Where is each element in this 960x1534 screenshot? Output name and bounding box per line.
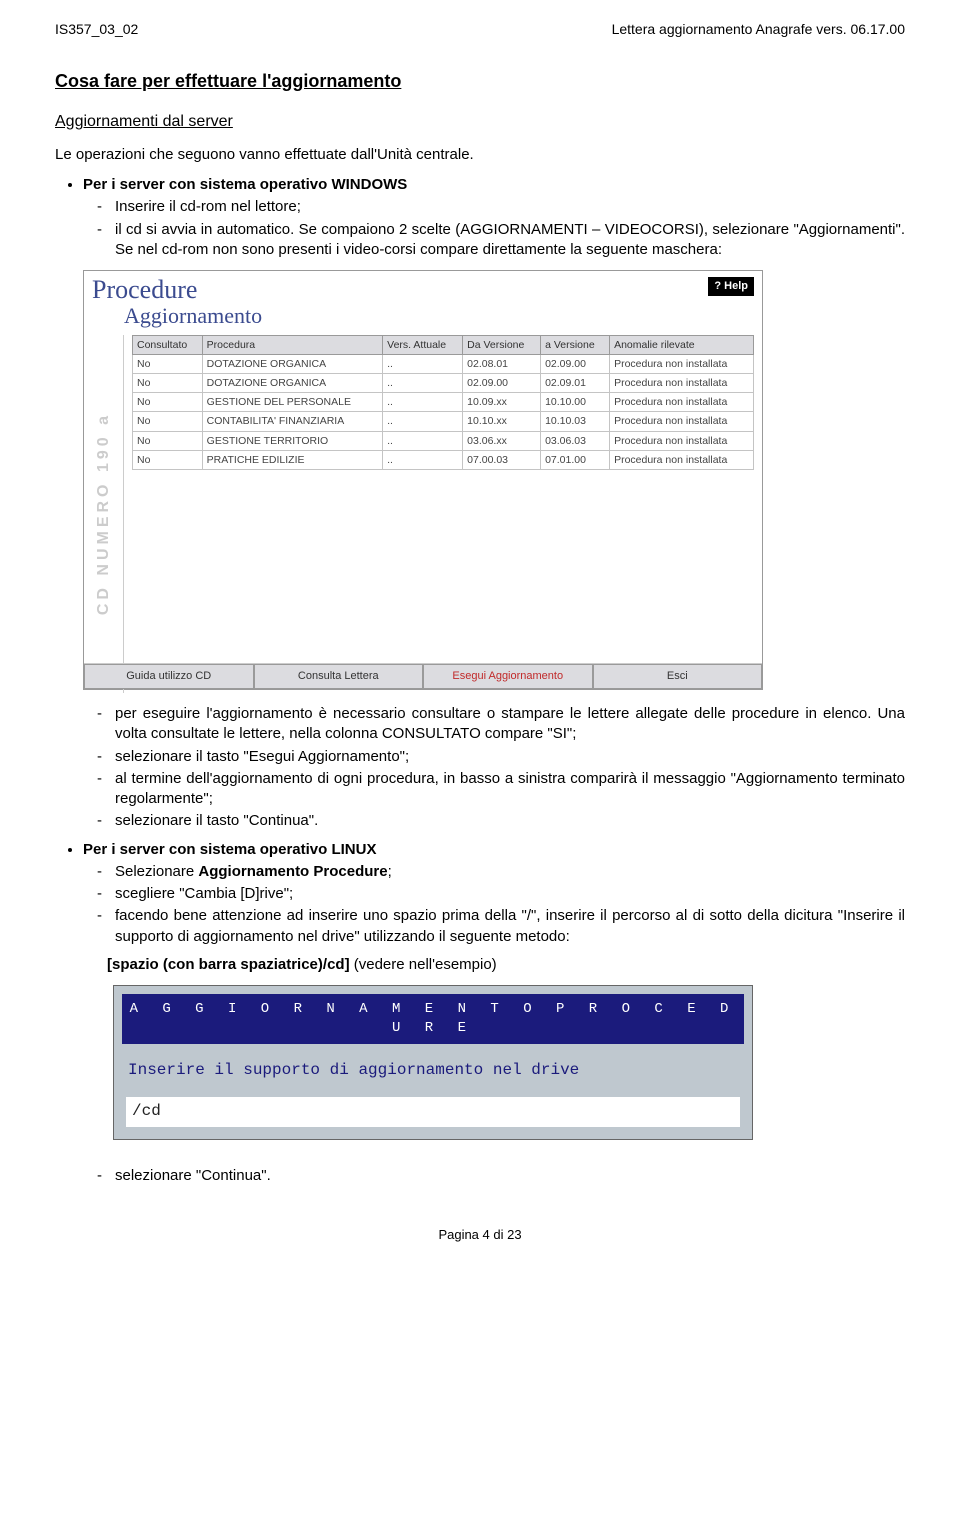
table-row[interactable]: NoDOTAZIONE ORGANICA..02.08.0102.09.00Pr… bbox=[133, 354, 754, 373]
after-dash-1: per eseguire l'aggiornamento è necessari… bbox=[97, 704, 905, 745]
bullet-windows: Per i server con sistema operativo WINDO… bbox=[83, 175, 905, 260]
linux-cmd-line: [spazio (con barra spaziatrice)/cd] (ved… bbox=[55, 955, 905, 975]
table-row[interactable]: NoDOTAZIONE ORGANICA..02.09.0002.09.01Pr… bbox=[133, 374, 754, 393]
table-cell: 10.10.00 bbox=[541, 393, 610, 412]
table-cell: No bbox=[133, 450, 203, 469]
table-cell: No bbox=[133, 431, 203, 450]
table-cell: 10.09.xx bbox=[463, 393, 541, 412]
footer-consult-button[interactable]: Consulta Lettera bbox=[254, 664, 424, 689]
windows-dash-1: Inserire il cd-rom nel lettore; bbox=[97, 197, 905, 217]
table-cell: No bbox=[133, 354, 203, 373]
footer-exit-button[interactable]: Esci bbox=[593, 664, 763, 689]
table-header: Da Versione bbox=[463, 335, 541, 354]
table-cell: CONTABILITA' FINANZIARIA bbox=[202, 412, 382, 431]
proc-title: Procedure bbox=[92, 277, 262, 303]
table-cell: 10.10.03 bbox=[541, 412, 610, 431]
table-header: Vers. Attuale bbox=[383, 335, 463, 354]
page-subtitle: Aggiornamenti dal server bbox=[55, 111, 905, 133]
table-cell: .. bbox=[383, 393, 463, 412]
table-cell: Procedura non installata bbox=[610, 393, 754, 412]
table-cell: GESTIONE TERRITORIO bbox=[202, 431, 382, 450]
procedure-table: ConsultatoProceduraVers. AttualeDa Versi… bbox=[132, 335, 754, 470]
procedure-window-screenshot: Procedure Aggiornamento ? Help CD NUMERO… bbox=[83, 270, 905, 690]
table-header: Procedura bbox=[202, 335, 382, 354]
table-cell: .. bbox=[383, 412, 463, 431]
table-cell: 07.01.00 bbox=[541, 450, 610, 469]
linux-dash-2: scegliere "Cambia [D]rive"; bbox=[97, 884, 905, 904]
table-header: a Versione bbox=[541, 335, 610, 354]
table-cell: Procedura non installata bbox=[610, 412, 754, 431]
table-row[interactable]: NoGESTIONE TERRITORIO..03.06.xx03.06.03P… bbox=[133, 431, 754, 450]
table-cell: Procedura non installata bbox=[610, 431, 754, 450]
proc-subtitle: Aggiornamento bbox=[92, 301, 262, 331]
table-cell: Procedura non installata bbox=[610, 374, 754, 393]
doc-title-right: Lettera aggiornamento Anagrafe vers. 06.… bbox=[612, 20, 905, 39]
table-header: Consultato bbox=[133, 335, 203, 354]
table-cell: 02.08.01 bbox=[463, 354, 541, 373]
cd-number-strip: CD NUMERO 190 a bbox=[84, 335, 124, 693]
table-cell: GESTIONE DEL PERSONALE bbox=[202, 393, 382, 412]
linux-titlebar: A G G I O R N A M E N T O P R O C E D U … bbox=[122, 994, 744, 1044]
table-cell: DOTAZIONE ORGANICA bbox=[202, 374, 382, 393]
bullet-linux: Per i server con sistema operativo LINUX… bbox=[83, 840, 905, 947]
table-cell: 02.09.01 bbox=[541, 374, 610, 393]
footer-execute-button[interactable]: Esegui Aggiornamento bbox=[423, 664, 593, 689]
linux-label: Per i server con sistema operativo LINUX bbox=[83, 841, 376, 858]
table-cell: 03.06.xx bbox=[463, 431, 541, 450]
final-dash: selezionare "Continua". bbox=[97, 1166, 905, 1186]
table-cell: 02.09.00 bbox=[541, 354, 610, 373]
table-header: Anomalie rilevate bbox=[610, 335, 754, 354]
table-cell: Procedura non installata bbox=[610, 354, 754, 373]
linux-window-screenshot: A G G I O R N A M E N T O P R O C E D U … bbox=[113, 985, 905, 1140]
table-cell: Procedura non installata bbox=[610, 450, 754, 469]
linux-dash-1: Selezionare Aggiornamento Procedure; bbox=[97, 862, 905, 882]
table-cell: 07.00.03 bbox=[463, 450, 541, 469]
table-row[interactable]: NoPRATICHE EDILIZIE..07.00.0307.01.00Pro… bbox=[133, 450, 754, 469]
table-cell: No bbox=[133, 374, 203, 393]
table-row[interactable]: NoCONTABILITA' FINANZIARIA..10.10.xx10.1… bbox=[133, 412, 754, 431]
table-cell: PRATICHE EDILIZIE bbox=[202, 450, 382, 469]
table-cell: No bbox=[133, 393, 203, 412]
windows-dash-2: il cd si avvia in automatico. Se compaio… bbox=[97, 220, 905, 261]
after-dash-2: selezionare il tasto "Esegui Aggiornamen… bbox=[97, 747, 905, 767]
table-cell: .. bbox=[383, 374, 463, 393]
footer-guide-button[interactable]: Guida utilizzo CD bbox=[84, 664, 254, 689]
table-cell: DOTAZIONE ORGANICA bbox=[202, 354, 382, 373]
table-row[interactable]: NoGESTIONE DEL PERSONALE..10.09.xx10.10.… bbox=[133, 393, 754, 412]
table-cell: 10.10.xx bbox=[463, 412, 541, 431]
windows-label: Per i server con sistema operativo WINDO… bbox=[83, 176, 407, 193]
help-button[interactable]: ? Help bbox=[708, 277, 754, 296]
table-cell: No bbox=[133, 412, 203, 431]
table-cell: 03.06.03 bbox=[541, 431, 610, 450]
document-header: IS357_03_02 Lettera aggiornamento Anagra… bbox=[55, 20, 905, 39]
linux-drive-input[interactable]: /cd bbox=[126, 1097, 740, 1127]
linux-dash-3: facendo bene attenzione ad inserire uno … bbox=[97, 906, 905, 947]
table-cell: .. bbox=[383, 354, 463, 373]
table-cell: .. bbox=[383, 450, 463, 469]
page-title: Cosa fare per effettuare l'aggiornamento bbox=[55, 69, 905, 93]
after-dash-3: al termine dell'aggiornamento di ogni pr… bbox=[97, 769, 905, 810]
table-cell: .. bbox=[383, 431, 463, 450]
page-number: Pagina 4 di 23 bbox=[55, 1226, 905, 1244]
intro-text: Le operazioni che seguono vanno effettua… bbox=[55, 145, 905, 165]
doc-code: IS357_03_02 bbox=[55, 20, 138, 39]
after-dash-4: selezionare il tasto "Continua". bbox=[97, 811, 905, 831]
linux-prompt: Inserire il supporto di aggiornamento ne… bbox=[122, 1058, 744, 1094]
table-cell: 02.09.00 bbox=[463, 374, 541, 393]
